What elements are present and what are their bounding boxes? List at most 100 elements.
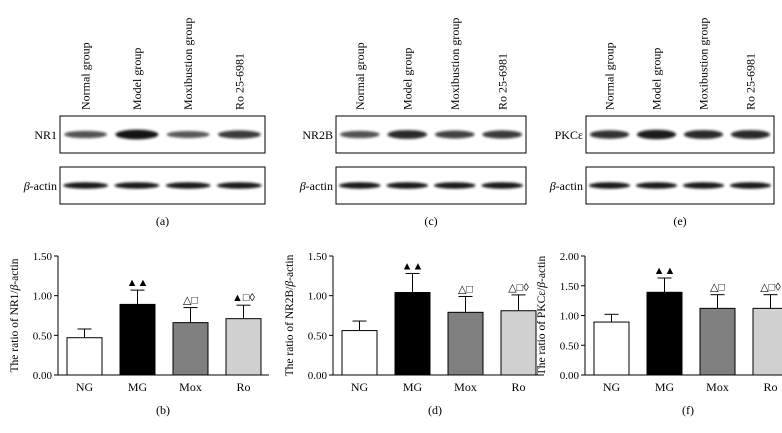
- significance-marker: △□◊: [760, 282, 781, 294]
- x-tick-label: Ro: [763, 380, 777, 394]
- significance-marker: △□: [710, 282, 725, 294]
- bar-mg: [646, 291, 683, 376]
- western-blot-panels: Normal group Model group Moxibustion group…: [23, 18, 775, 228]
- blot-panel-letter: (c): [424, 214, 437, 228]
- blot-group-label: Model group: [130, 48, 144, 110]
- bar-chart-1: 0.00 0.50 1.00 1.50 The ratio of NR1/β-actin…: [9, 251, 269, 417]
- x-tick-label: Mox: [179, 380, 202, 394]
- y-tick-label: 0.00: [33, 370, 53, 382]
- bar-ng: [341, 330, 378, 376]
- blot-actin-band: [433, 182, 476, 189]
- y-tick-label: 2.00: [560, 251, 580, 263]
- blot-actin-band: [114, 182, 160, 189]
- blot-panel-3: Normal group Model group Moxibustion group…: [549, 18, 775, 228]
- blot-actin-band: [635, 182, 678, 189]
- bar-chart-2: 0.00 0.50 1.00 1.50 The ratio of NR2B/β-acti…: [284, 251, 544, 417]
- blot-actin-band: [165, 182, 211, 189]
- blot-actin-band: [481, 182, 524, 189]
- blot-group-label: Ro 25-6981: [232, 53, 246, 110]
- blot-actin-band: [386, 182, 429, 189]
- blot-group-label: Model group: [650, 48, 664, 110]
- bar-mg: [394, 291, 431, 376]
- bar-mox: [447, 311, 484, 376]
- y-tick-label: 1.00: [560, 311, 580, 323]
- x-tick-label: MG: [655, 380, 675, 394]
- chart-panel-letter: (b): [156, 403, 170, 417]
- blot-group-label: Moxibustion group: [181, 18, 195, 110]
- x-tick-label: Ro: [511, 380, 525, 394]
- significance-marker: △□: [458, 283, 473, 295]
- y-tick-label: 0.50: [308, 330, 328, 342]
- blot-group-label: Ro 25-6981: [495, 53, 509, 110]
- blot-actin-band: [729, 182, 772, 189]
- blot-target-band: [115, 129, 159, 140]
- x-tick-label: Mox: [706, 380, 729, 394]
- x-tick-label: NG: [603, 380, 621, 394]
- blot-actin-label: β-actin: [23, 179, 57, 193]
- significance-marker: △□: [183, 295, 198, 307]
- y-tick-label: 1.50: [308, 251, 328, 263]
- blot-actin-band: [588, 182, 631, 189]
- y-axis-label: The ratio of PKCε/β-actin: [536, 256, 548, 376]
- y-tick-label: 1.50: [33, 251, 53, 263]
- blot-target-band: [339, 130, 380, 139]
- blot-actin-band: [338, 182, 381, 189]
- blot-panel-1: Normal group Model group Moxibustion group…: [23, 18, 266, 228]
- blot-group-label: Ro 25-6981: [744, 53, 758, 110]
- blot-actin-band: [682, 182, 725, 189]
- y-axis-label: The ratio of NR1/β-actin: [9, 258, 21, 372]
- y-tick-label: 0.50: [33, 330, 53, 342]
- bar-ro: [225, 318, 262, 376]
- significance-marker: ▲▲: [654, 265, 676, 277]
- x-tick-label: Mox: [454, 380, 477, 394]
- chart-panel-letter: (d): [428, 403, 442, 417]
- blot-target-band: [217, 130, 261, 139]
- blot-group-label: Moxibustion group: [448, 18, 462, 110]
- y-tick-label: 1.00: [33, 291, 53, 303]
- blot-actin-band: [216, 182, 262, 189]
- blot-group-label: Normal group: [79, 42, 93, 110]
- blot-group-label: Moxibustion group: [697, 18, 711, 110]
- blot-target-band: [387, 130, 428, 139]
- blot-actin-label: β-actin: [299, 179, 333, 193]
- bar-mg: [119, 303, 156, 376]
- significance-marker: ▲▲: [402, 260, 424, 272]
- y-tick-label: 0.50: [560, 340, 580, 352]
- blot-panel-2: Normal group Model group Moxibustion group…: [299, 18, 527, 228]
- blot-group-label: Normal group: [353, 42, 367, 110]
- blot-group-label: Model group: [400, 48, 414, 110]
- blot-target-band: [683, 130, 724, 139]
- y-tick-label: 1.00: [308, 291, 328, 303]
- blot-target-label: PKCε: [555, 128, 583, 142]
- bar-mox: [172, 322, 209, 376]
- blot-panel-letter: (e): [673, 214, 686, 228]
- blot-actin-band: [63, 182, 109, 189]
- bar-mox: [699, 307, 736, 376]
- blot-target-band: [434, 130, 475, 139]
- y-tick-label: 0.00: [560, 370, 580, 382]
- x-tick-label: Ro: [236, 380, 250, 394]
- bar-ng: [593, 321, 630, 376]
- x-tick-label: NG: [76, 380, 94, 394]
- blot-group-label: Normal group: [603, 42, 617, 110]
- y-tick-label: 0.00: [308, 370, 328, 382]
- significance-marker: ▲□◊: [232, 292, 256, 304]
- y-axis-label: The ratio of NR2B/β-actin: [284, 254, 296, 376]
- blot-target-band: [482, 130, 523, 139]
- bar-ng: [66, 337, 103, 376]
- significance-marker: ▲▲: [127, 277, 149, 289]
- bar-chart-3: 0.00 0.50 1.00 1.50 2.00 The ratio of PKCε/β-…: [536, 251, 782, 417]
- x-tick-label: MG: [128, 380, 148, 394]
- blot-target-label: NR1: [34, 128, 57, 142]
- x-tick-label: NG: [351, 380, 369, 394]
- blot-target-band: [730, 130, 771, 139]
- blot-actin-label: β-actin: [549, 179, 583, 193]
- blot-target-label: NR2B: [302, 128, 333, 142]
- y-tick-label: 1.50: [560, 281, 580, 293]
- blot-target-band: [636, 129, 677, 140]
- bar-charts: 0.00 0.50 1.00 1.50 The ratio of NR1/β-actin…: [9, 251, 782, 417]
- blot-target-band: [589, 130, 630, 139]
- blot-target-band: [64, 130, 108, 139]
- bar-ro: [500, 310, 537, 376]
